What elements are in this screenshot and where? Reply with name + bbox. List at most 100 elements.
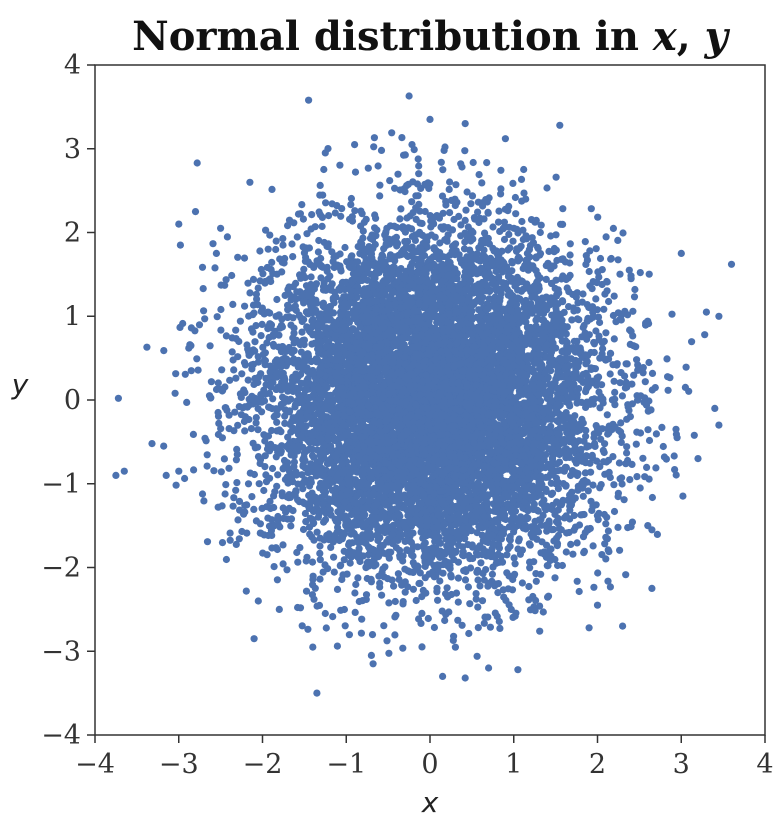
scatter-point [563, 529, 571, 537]
scatter-point [230, 366, 238, 374]
scatter-point [609, 311, 618, 320]
scatter-point [610, 481, 618, 489]
chart-title-part: x [652, 13, 678, 60]
scatter-point [511, 193, 519, 202]
scatter-point [458, 621, 466, 629]
scatter-point [606, 583, 615, 591]
scatter-point [293, 548, 301, 557]
scatter-point [457, 221, 465, 229]
scatter-point [336, 161, 344, 169]
scatter-point [294, 603, 302, 612]
scatter-point [226, 529, 234, 537]
scatter-point [415, 170, 423, 178]
scatter-point [424, 614, 432, 623]
scatter-point [454, 574, 462, 582]
scatter-point [210, 467, 218, 475]
scatter-point [351, 608, 359, 617]
scatter-point [594, 213, 602, 221]
scatter-point [434, 596, 442, 604]
scatter-point [266, 231, 274, 239]
scatter-point [648, 369, 657, 377]
scatter-point [611, 401, 619, 409]
scatter-point [242, 587, 250, 595]
scatter-point [274, 471, 282, 479]
scatter-point [600, 305, 608, 313]
scatter-point [430, 623, 438, 632]
scatter-point [415, 162, 423, 170]
scatter-point [298, 201, 306, 209]
scatter-point [399, 598, 407, 606]
scatter-point [575, 521, 584, 529]
scatter-point [223, 233, 231, 241]
scatter-point [552, 173, 560, 181]
scatter-point [232, 486, 240, 494]
scatter-point [272, 245, 280, 254]
scatter-point [581, 238, 589, 246]
scatter-point [260, 486, 268, 495]
scatter-point [610, 335, 618, 343]
scatter-point [387, 548, 395, 556]
scatter-point [316, 181, 324, 189]
scatter-point [573, 539, 581, 547]
scatter-point [316, 542, 324, 550]
scatter-point [364, 164, 372, 172]
scatter-point [318, 222, 326, 230]
scatter-point [251, 444, 259, 452]
scatter-point [503, 569, 511, 577]
scatter-point [230, 494, 238, 502]
scatter-point [461, 576, 470, 584]
scatter-point [273, 482, 281, 490]
scatter-point [261, 452, 269, 460]
scatter-point [279, 541, 287, 549]
scatter-point [446, 209, 454, 217]
scatter-point [200, 307, 208, 315]
scatter-point [588, 506, 596, 514]
scatter-point [668, 310, 676, 318]
scatter-point [290, 219, 298, 227]
scatter-point [244, 376, 252, 384]
scatter-point [552, 518, 561, 526]
scatter-point [206, 342, 214, 350]
scatter-point [236, 317, 244, 325]
scatter-point [396, 215, 404, 223]
scatter-point [218, 539, 227, 547]
scatter-point [495, 207, 503, 215]
scatter-point [604, 577, 612, 585]
scatter-point [302, 587, 311, 595]
scatter-point [222, 332, 230, 340]
scatter-point [569, 550, 577, 558]
scatter-point [256, 529, 264, 537]
scatter-point [172, 481, 180, 489]
scatter-point [294, 558, 302, 566]
scatter-point [183, 398, 191, 406]
scatter-point [316, 575, 324, 583]
scatter-point [618, 392, 627, 400]
scatter-point [189, 430, 197, 438]
scatter-point [266, 497, 274, 505]
scatter-point [190, 466, 198, 474]
scatter-point [385, 649, 393, 657]
scatter-point [690, 431, 698, 439]
scatter-point [247, 425, 255, 433]
scatter-point [226, 376, 234, 384]
scatter-point [631, 285, 639, 294]
scatter-point [439, 166, 447, 174]
chart-title-part: , [677, 13, 705, 60]
scatter-point [478, 597, 487, 605]
scatter-point [316, 191, 324, 199]
scatter-point [218, 366, 226, 374]
scatter-point [670, 452, 678, 460]
scatter-point [200, 497, 208, 505]
scatter-point [602, 520, 610, 528]
scatter-point [443, 584, 451, 592]
scatter-point [333, 585, 342, 594]
scatter-point [421, 207, 429, 216]
scatter-point [474, 576, 482, 584]
scatter-point [310, 595, 318, 603]
scatter-point [473, 652, 481, 660]
scatter-point [461, 147, 469, 155]
scatter-point [217, 305, 225, 314]
scatter-point [620, 496, 628, 504]
scatter-point [225, 464, 233, 472]
scatter-point [639, 454, 647, 462]
